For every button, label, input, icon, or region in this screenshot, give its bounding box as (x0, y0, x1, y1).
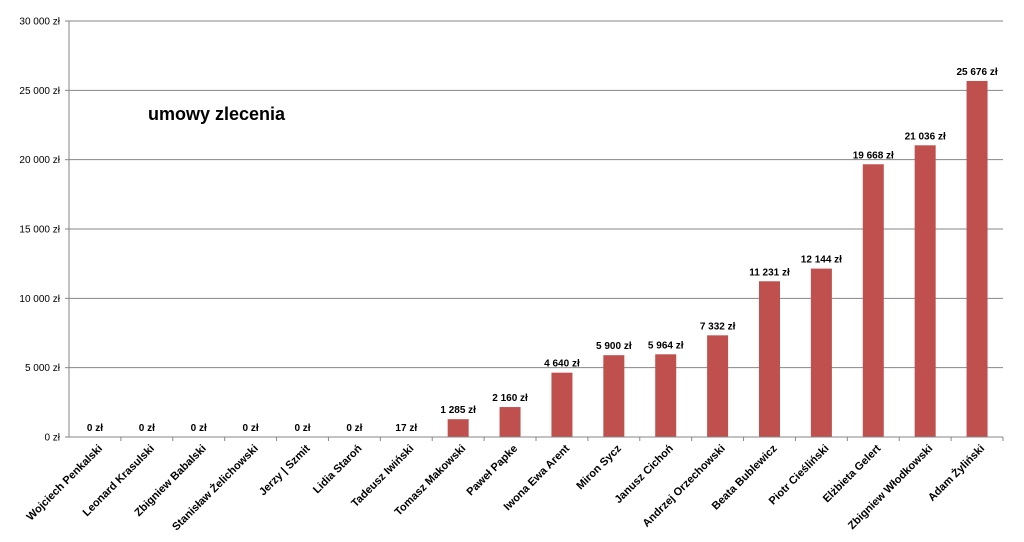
data-label: 0 zł (139, 423, 155, 434)
data-label: 0 zł (191, 423, 207, 434)
chart-title: umowy zlecenia (148, 104, 286, 124)
bar (655, 354, 676, 437)
data-label: 5 964 zł (648, 340, 684, 351)
x-tick-label: Miron Sycz (574, 442, 624, 492)
y-tick-label: 0 zł (44, 433, 60, 444)
bar (448, 419, 469, 437)
x-tick-label: Lidia Staroń (311, 442, 365, 496)
x-tick-label: Zbigniew Włodkowski (846, 443, 935, 532)
bar (915, 145, 936, 437)
data-label: 4 640 zł (544, 359, 580, 370)
bar (707, 335, 728, 437)
data-label: 2 160 zł (492, 393, 528, 404)
y-tick-label: 5 000 zł (25, 363, 61, 374)
data-label: 0 zł (346, 423, 362, 434)
bar (967, 81, 988, 437)
x-tick-label: Stanisław Żelichowski (169, 442, 260, 533)
bar (603, 355, 624, 437)
data-label: 0 zł (87, 423, 103, 434)
data-label: 25 676 zł (956, 67, 997, 78)
y-tick-label: 10 000 zł (19, 294, 60, 305)
data-label: 7 332 zł (700, 321, 736, 332)
y-tick-label: 25 000 zł (19, 86, 60, 97)
data-label: 0 zł (243, 423, 259, 434)
data-label: 5 900 zł (596, 341, 632, 352)
bar (551, 373, 572, 437)
y-tick-label: 30 000 zł (19, 17, 60, 28)
bar (500, 407, 521, 437)
x-tick-label: Jerzy | Szmit (257, 442, 313, 498)
x-tick-label: Paweł Papke (465, 443, 521, 499)
data-label: 11 231 zł (749, 267, 790, 278)
data-label: 19 668 zł (853, 150, 894, 161)
data-label: 1 285 zł (440, 405, 476, 416)
bar (759, 281, 780, 437)
bars (396, 81, 988, 437)
y-axis-ticks: 0 zł 5 000 zł 10 000 zł 15 000 zł 20 000 zł 2… (19, 17, 69, 444)
y-tick-label: 20 000 zł (19, 155, 60, 166)
data-label: 17 zł (395, 423, 417, 434)
bar (863, 164, 884, 437)
data-label: 0 zł (294, 423, 310, 434)
bar (811, 269, 832, 437)
data-label: 12 144 zł (801, 255, 842, 266)
data-label: 21 036 zł (905, 131, 946, 142)
y-tick-label: 15 000 zł (19, 225, 60, 236)
